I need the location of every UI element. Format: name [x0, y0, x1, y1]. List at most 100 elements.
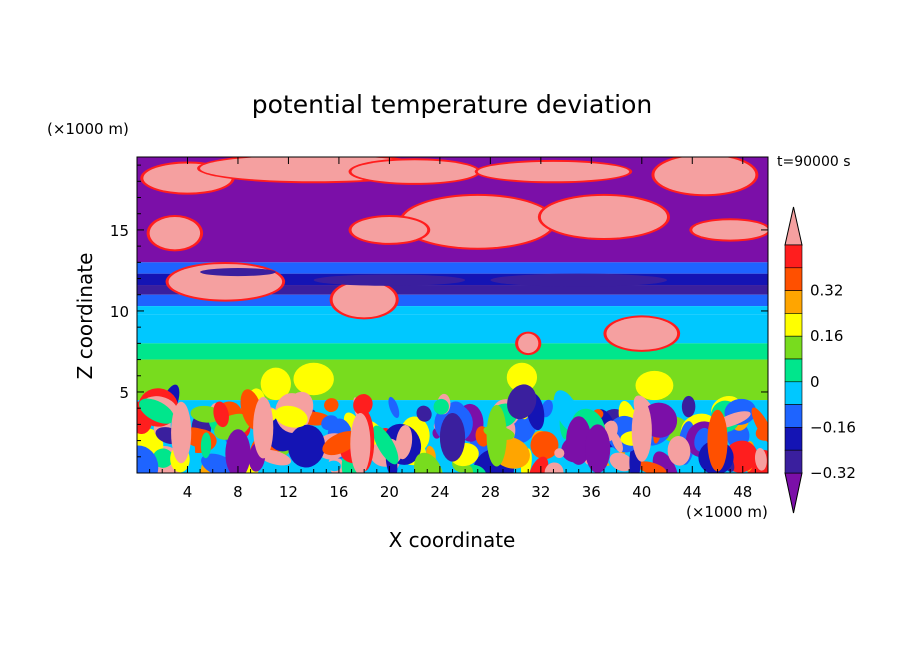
field-patch [414, 452, 444, 473]
field-patch [260, 367, 291, 401]
colorbar-tick-label: 0.32 [810, 282, 843, 300]
colorbar: 0.32 0.16 0 −0.16 −0.32 [784, 206, 856, 514]
x-tick-label: 32 [531, 483, 550, 501]
y-unit-label: (×1000 m) [47, 120, 129, 138]
field-band [137, 285, 768, 295]
field-band [137, 294, 768, 307]
x-tick-label: 44 [683, 483, 702, 501]
colorbar-swatch [784, 381, 803, 405]
colorbar-tick-label: 0.16 [810, 327, 843, 345]
y-axis: 5 10 15 [110, 164, 768, 458]
field-patch [464, 465, 473, 473]
x-tick-label: 48 [733, 483, 752, 501]
time-label: t=90000 s [777, 154, 851, 170]
field-patch [372, 425, 399, 465]
field-patch [433, 398, 449, 415]
field-patch [467, 464, 486, 473]
colorbar-swatch [784, 449, 803, 474]
colorbar-arrow-bottom [784, 472, 803, 514]
field-patch [609, 452, 633, 472]
y-tick-label: 15 [110, 222, 129, 240]
colorbar-swatch [784, 313, 803, 337]
colorbar-swatch [784, 427, 803, 451]
field-patch [139, 398, 175, 424]
field-patch [541, 399, 553, 418]
field-patch [540, 195, 668, 239]
field-patch [566, 416, 592, 465]
field-patch [322, 430, 360, 456]
field-patch [530, 431, 559, 460]
contour-field [137, 157, 768, 473]
chart-title: potential temperature deviation [252, 90, 652, 119]
field-patch [253, 396, 274, 459]
field-patch [149, 216, 201, 250]
y-axis-label: Z coordinate [73, 253, 97, 380]
field-patch [416, 405, 432, 422]
x-tick-label: 12 [279, 483, 298, 501]
field-patch [213, 401, 229, 428]
field-band [137, 306, 768, 315]
field-patch [351, 160, 478, 183]
colorbar-arrow-top [784, 206, 803, 246]
field-patch [486, 404, 507, 467]
x-tick-label: 36 [582, 483, 601, 501]
field-patch [402, 195, 554, 248]
field-patch [692, 220, 768, 240]
field-patch [681, 395, 696, 418]
field-patch [507, 384, 537, 420]
colorbar-swatch [784, 335, 803, 360]
field-patch [611, 431, 623, 453]
field-patch [754, 447, 767, 471]
colorbar-tick-label: −0.16 [810, 418, 856, 436]
colorbar-swatch [784, 244, 803, 269]
field-patch [332, 281, 396, 318]
field-patch [667, 435, 691, 466]
y-tick-label: 5 [119, 384, 129, 402]
field-patch [439, 413, 466, 462]
colorbar-tick-label: −0.32 [810, 464, 856, 482]
x-tick-label: 16 [329, 483, 348, 501]
x-tick-label: 24 [430, 483, 449, 501]
x-tick-label: 8 [233, 483, 243, 501]
field-patch [350, 413, 371, 473]
field-patch [654, 157, 756, 195]
x-axis: 4 8 12 16 20 24 28 32 36 40 44 48 [149, 157, 756, 501]
field-patch [606, 317, 678, 350]
field-patch [395, 424, 413, 460]
field-patch [631, 400, 652, 462]
field-patch [274, 405, 308, 428]
field-patch [171, 401, 192, 464]
field-patch [200, 432, 212, 459]
x-unit-label: (×1000 m) [686, 503, 768, 521]
field-patch [327, 460, 342, 472]
field-patch [755, 423, 768, 441]
field-band [137, 359, 768, 401]
x-tick-label: 40 [632, 483, 651, 501]
colorbar-tick-label: 0 [810, 373, 820, 391]
field-patch [313, 274, 466, 286]
field-patch [288, 424, 326, 468]
field-patch [707, 409, 728, 472]
field-patch [585, 424, 611, 473]
field-band [137, 343, 768, 360]
x-axis-label: X coordinate [389, 528, 516, 552]
field-patch [554, 448, 565, 458]
x-tick-label: 28 [481, 483, 500, 501]
field-patch [353, 394, 373, 416]
field-patch [351, 216, 428, 243]
field-patch [293, 362, 334, 396]
field-patch [635, 370, 674, 401]
field-patch [137, 445, 159, 473]
x-tick-label: 20 [380, 483, 399, 501]
field-patch [544, 462, 564, 473]
colorbar-swatch [784, 358, 803, 383]
field-patch [490, 273, 668, 287]
field-patch [636, 461, 667, 473]
field-patch [518, 333, 539, 354]
colorbar-swatch [784, 404, 803, 428]
field-band [137, 262, 768, 274]
x-tick-label: 4 [183, 483, 193, 501]
field-patch [324, 398, 339, 413]
